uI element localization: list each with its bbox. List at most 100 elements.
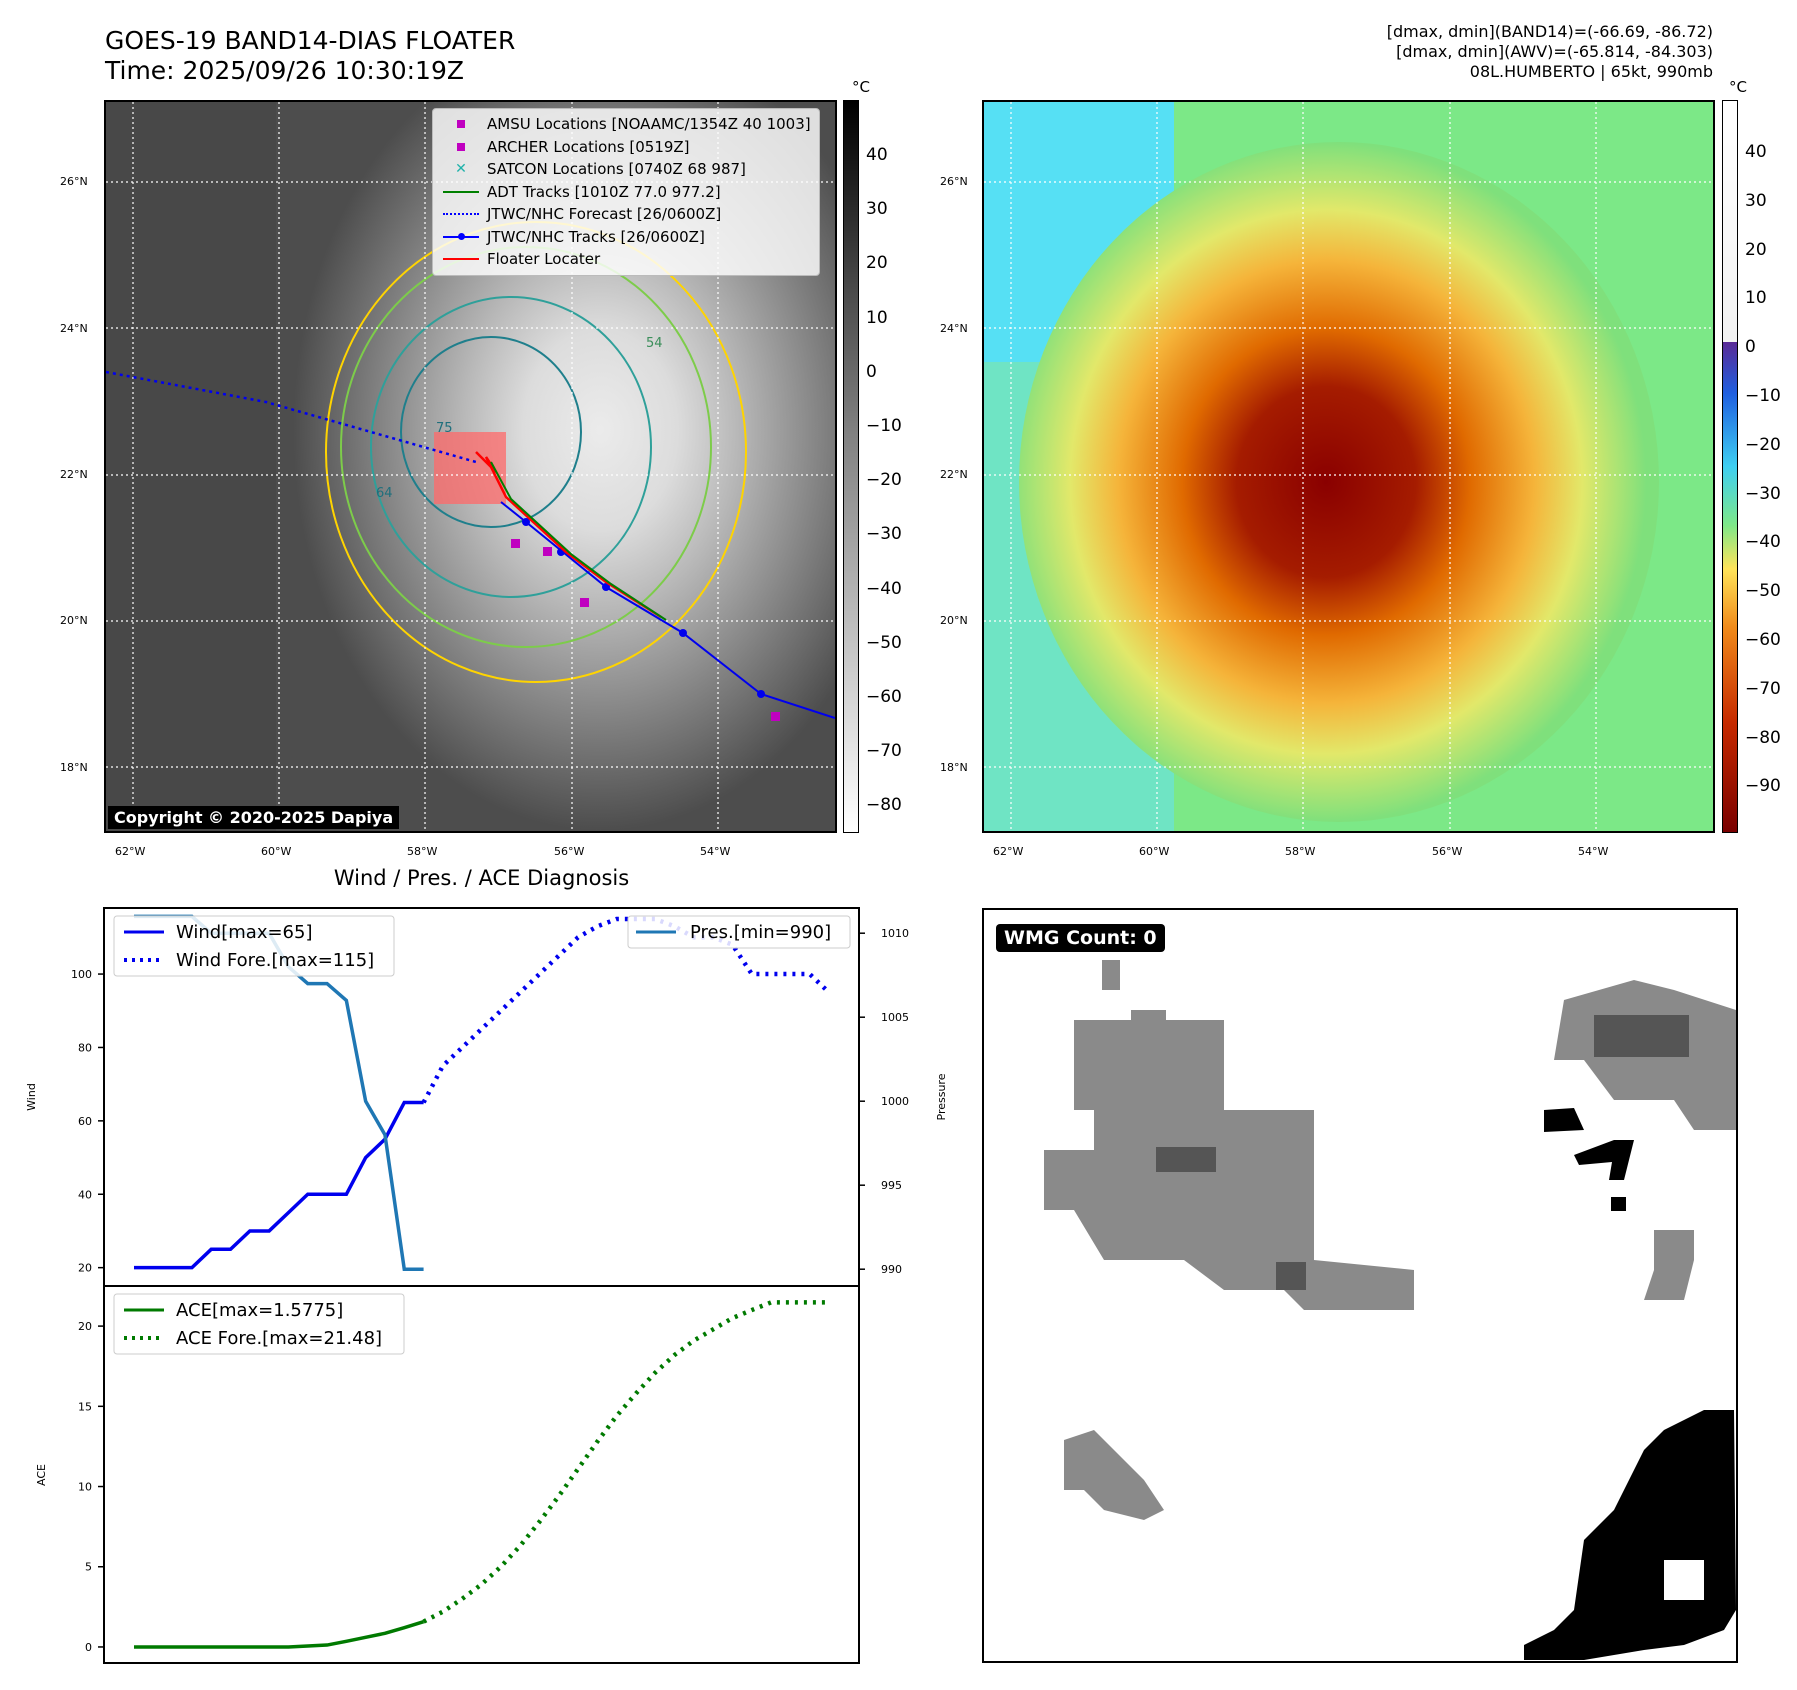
contour-label-64: 64 <box>376 486 393 501</box>
ace-tick-label: 15 <box>78 1400 92 1413</box>
meta-line-3: 08L.HUMBERTO | 65kt, 990mb <box>1469 62 1713 81</box>
header-title: GOES-19 BAND14-DIAS FLOATER Time: 2025/0… <box>105 26 515 86</box>
awv-cbar-tick-11: −70 <box>1745 678 1781 699</box>
ir-cbar-tick-3: 10 <box>866 307 888 328</box>
ir-cbar-tick-7: −30 <box>866 524 902 545</box>
awv-cbar-tick-10: −60 <box>1745 630 1781 650</box>
ir-cbar-tick-1: 30 <box>866 199 888 220</box>
awv-lat-18: 18°N <box>940 761 968 774</box>
awv-cbar-tick-8: −40 <box>1745 532 1781 553</box>
title-line-1: GOES-19 BAND14-DIAS FLOATER <box>105 26 516 55</box>
ir-lon-60: 60°W <box>261 845 292 858</box>
pres-tick-label: 995 <box>881 1179 902 1192</box>
ir-colorbar <box>843 100 859 833</box>
pres-legend: Pres.[min=990] <box>627 915 851 949</box>
wmg-dark-blobs <box>1156 1015 1689 1290</box>
legend-pres: Pres.[min=990] <box>690 922 831 943</box>
ir-lon-58: 58°W <box>407 845 438 858</box>
ir-cbar-tick-11: −70 <box>866 741 902 762</box>
ir-cbar-tick-2: 20 <box>866 253 888 274</box>
ir-cbar-tick-4: 0 <box>866 361 877 382</box>
wind-tick-label: 20 <box>78 1262 92 1275</box>
wind-tick-label: 100 <box>71 968 92 981</box>
ir-lat-22: 22°N <box>60 468 88 481</box>
awv-lat-26: 26°N <box>940 175 968 188</box>
ace-ylabel: ACE <box>35 1464 48 1486</box>
awv-lon-58: 58°W <box>1285 845 1316 858</box>
legend-ace-fore: ACE Fore.[max=21.48] <box>176 1328 382 1349</box>
legend-row-satcon: ✕ SATCON Locations [0740Z 68 987] <box>455 160 746 179</box>
awv-cbar-tick-2: 20 <box>1745 239 1767 260</box>
wind-legend: Wind[max=65] Wind Fore.[max=115] <box>113 915 395 977</box>
awv-lon-56: 56°W <box>1432 845 1463 858</box>
awv-cbar-tick-5: −10 <box>1745 386 1781 406</box>
meta-line-2: [dmax, dmin](AWV)=(-65.814, -84.303) <box>1396 42 1713 61</box>
awv-cbar-tick-9: −50 <box>1745 581 1781 602</box>
ir-lon-54: 54°W <box>700 845 731 858</box>
legend-row-forecast: JTWC/NHC Forecast [26/0600Z] <box>441 203 811 226</box>
adt-track <box>490 461 667 621</box>
title-line-2: Time: 2025/09/26 10:30:19Z <box>105 56 464 85</box>
wind-forecast-line <box>421 916 831 1104</box>
legend-row-jtwc: JTWC/NHC Tracks [26/0600Z] <box>441 226 811 249</box>
awv-cbar-tick-1: 30 <box>1745 190 1767 211</box>
ace-tick-label: 5 <box>85 1561 92 1574</box>
awv-lon-60: 60°W <box>1139 845 1170 858</box>
wind-ylabel: Wind <box>25 1083 38 1111</box>
legend-wind-fore: Wind Fore.[max=115] <box>176 950 374 971</box>
contour-inner <box>370 296 652 598</box>
ace-line <box>134 1619 425 1649</box>
legend-row-floater: Floater Locater <box>441 248 811 271</box>
amsu-archer-markers <box>511 539 780 721</box>
awv-lon-54: 54°W <box>1578 845 1609 858</box>
awv-cbar-tick-12: −80 <box>1745 727 1781 748</box>
pres-ylabel: Pressure <box>935 1073 948 1120</box>
pres-tick-label: 1005 <box>881 1011 909 1024</box>
wmg-svg <box>1044 960 1736 1660</box>
ir-cbar-tick-10: −60 <box>866 687 902 707</box>
awv-cbar-tick-4: 0 <box>1745 337 1756 358</box>
forecast-track <box>106 370 477 464</box>
ir-cbar-tick-5: −10 <box>866 416 902 436</box>
wmg-panel: WMG Count: 0 <box>982 908 1738 1663</box>
ir-lat-20: 20°N <box>60 614 88 627</box>
ir-map-panel: 75 64 54 AMSU Locations [NOAAMC/1354Z 40… <box>104 100 837 833</box>
ace-tick-label: 10 <box>78 1481 92 1494</box>
ir-lon-62: 62°W <box>115 845 146 858</box>
wmg-black-blobs <box>1524 1108 1736 1660</box>
jtwc-track <box>500 501 835 719</box>
diagnosis-ticks: 100 80 60 40 20 1010 1005 1000 995 990 20 15 10 5 0 <box>71 927 909 1654</box>
legend-wind: Wind[max=65] <box>176 922 313 943</box>
ir-cbar-tick-8: −40 <box>866 578 902 599</box>
pres-tick-label: 990 <box>881 1263 902 1276</box>
wind-line <box>134 1100 424 1270</box>
ir-colorbar-unit: °C <box>852 78 870 96</box>
awv-cbar-tick-13: −90 <box>1745 776 1781 797</box>
ir-cbar-tick-12: −80 <box>866 795 902 816</box>
diagnosis-chart: Wind Pressure ACE 1008060402010101005100… <box>25 907 948 1664</box>
awv-colorbar <box>1722 100 1738 833</box>
awv-colorbar-unit: °C <box>1729 78 1747 96</box>
ace-legend: ACE[max=1.5775] ACE Fore.[max=21.48] <box>113 1293 405 1355</box>
legend-row-amsu: AMSU Locations [NOAAMC/1354Z 40 1003] <box>441 113 811 136</box>
awv-map-panel <box>982 100 1715 833</box>
awv-lat-20: 20°N <box>940 614 968 627</box>
wmg-count-badge: WMG Count: 0 <box>996 924 1165 952</box>
wmg-white-hole <box>1664 1560 1704 1600</box>
wind-tick-label: 60 <box>78 1115 92 1128</box>
ir-cbar-tick-0: 40 <box>866 145 888 165</box>
ir-cbar-tick-6: −20 <box>866 470 902 491</box>
legend-row-archer: ARCHER Locations [0519Z] <box>441 136 811 159</box>
meta-line-1: [dmax, dmin](BAND14)=(-66.69, -86.72) <box>1386 22 1713 41</box>
ir-lat-24: 24°N <box>60 322 88 335</box>
awv-lat-22: 22°N <box>940 468 968 481</box>
ace-tick-label: 0 <box>85 1641 92 1654</box>
awv-lat-24: 24°N <box>940 322 968 335</box>
wind-tick-label: 80 <box>78 1041 92 1054</box>
ace-axes-frame <box>103 1285 860 1664</box>
ir-lat-18: 18°N <box>60 761 88 774</box>
awv-gridlines <box>984 102 1713 831</box>
awv-storm <box>1019 142 1659 822</box>
legend-ace: ACE[max=1.5775] <box>176 1300 343 1321</box>
pres-tick-label: 1010 <box>881 927 909 940</box>
